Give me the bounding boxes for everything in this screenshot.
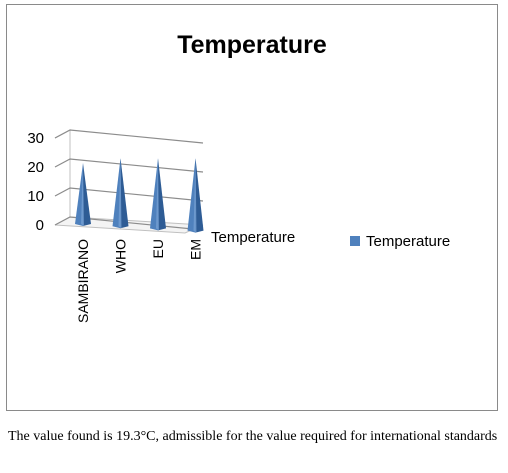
category-label: SAMBIRANO: [75, 239, 91, 323]
chart-svg: Temperature 0 10 20 30 SAMBIRANO WHO EU EM Tem…: [27, 31, 450, 323]
bar-em: [187, 158, 204, 233]
y-tick-label: 10: [27, 188, 44, 205]
gridline: [54, 129, 204, 144]
y-tick-label: 20: [27, 159, 44, 176]
gridline: [54, 158, 204, 173]
category-label: EU: [150, 239, 166, 258]
category-label: WHO: [113, 239, 129, 273]
legend-label: Temperature: [366, 233, 450, 250]
side-wall: [54, 129, 71, 226]
bar-sambirano: [75, 163, 91, 226]
category-label: EM: [188, 239, 204, 260]
y-axis-ticks: 0 10 20 30: [27, 130, 44, 234]
caption: The value found is 19.3°C, admissible fo…: [8, 429, 498, 444]
series-axis-label: Temperature: [211, 229, 295, 246]
bar-who: [112, 158, 129, 229]
y-tick-label: 0: [36, 217, 44, 234]
legend-swatch: [350, 236, 360, 246]
category-labels: SAMBIRANO WHO EU EM: [75, 239, 204, 323]
bar-eu: [150, 158, 166, 231]
y-tick-label: 30: [27, 130, 44, 147]
legend: Temperature: [350, 233, 450, 250]
chart-title: Temperature: [177, 31, 327, 59]
chart-frame: Temperature 0 10 20 30 SAMBIRANO WHO EU EM Tem…: [6, 4, 498, 411]
gridline: [54, 187, 204, 202]
bars: [75, 158, 204, 233]
